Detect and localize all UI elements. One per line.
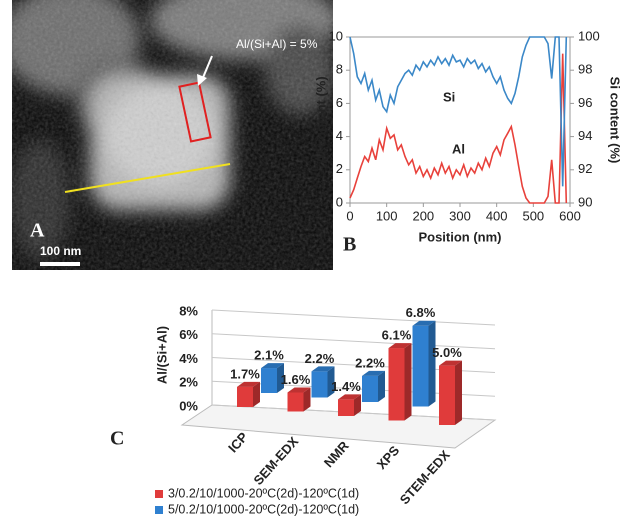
- y-tick-label: 8%: [179, 303, 198, 318]
- bar: [287, 387, 311, 412]
- value-label: 1.6%: [281, 372, 311, 387]
- x-tick-label: 100: [376, 208, 398, 223]
- bar-chart-3d: 0% 2% 4% 6% 8% Al/(Si+Al) 2.1% 2.2% 2.2% 6.8% 1.7%…: [110, 303, 497, 516]
- y-tick-label: 2: [336, 161, 343, 176]
- bar: [261, 363, 284, 393]
- legend-swatch: [155, 490, 163, 498]
- legend-label: 5/0.2/10/1000-20ºC(2d)-120ºC(1d): [168, 502, 359, 516]
- legend-label: 3/0.2/10/1000-20ºC(2d)-120ºC(1d): [168, 486, 359, 500]
- bar-side: [277, 363, 284, 393]
- x-tick-label: 600: [559, 208, 581, 223]
- bar-side: [303, 387, 311, 412]
- y-tick-label: 0%: [179, 398, 198, 413]
- bar-side: [253, 381, 260, 407]
- grid-line: [211, 309, 496, 326]
- bar: [439, 360, 462, 425]
- x-tick-label: SEM-EDX: [251, 434, 302, 488]
- legend-swatch: [155, 506, 163, 514]
- bar-top: [412, 320, 436, 326]
- bar-front: [261, 368, 277, 393]
- value-label: 5.0%: [432, 345, 462, 360]
- y2-tick-label: 94: [578, 128, 592, 143]
- bar-top: [439, 360, 462, 366]
- y-tick-label: 6: [336, 95, 343, 110]
- y2-tick-label: 92: [578, 161, 592, 176]
- panel-label: B: [343, 234, 356, 256]
- x-tick-label: STEM-EDX: [397, 447, 453, 507]
- annotation: Al/(Si+Al) = 5%: [236, 37, 318, 51]
- y-tick-label: 4: [336, 128, 343, 143]
- value-label: 2.1%: [254, 348, 284, 363]
- x-tick-label: ICP: [225, 429, 251, 455]
- y2-tick-label: 100: [578, 28, 600, 43]
- y-tick-label: 0: [336, 194, 343, 209]
- value-label: 1.4%: [331, 379, 361, 394]
- value-label: 6.1%: [382, 328, 412, 343]
- bar-side: [354, 394, 361, 416]
- value-label: 1.7%: [230, 366, 260, 381]
- bar-side: [378, 370, 385, 402]
- micrograph: [12, 0, 333, 270]
- bar: [412, 320, 436, 407]
- value-label: 2.2%: [355, 355, 385, 370]
- scale-bar-label: 100 nm: [40, 244, 81, 258]
- bar-top: [311, 366, 335, 372]
- y2-tick-label: 90: [578, 194, 592, 209]
- bar: [362, 370, 385, 402]
- x-tick-label: NMR: [321, 438, 352, 470]
- y-axis-title: Al/(Si+Al): [154, 326, 169, 384]
- series-label: Al: [452, 141, 465, 156]
- y-tick-label: 4%: [179, 351, 198, 366]
- grid-line: [211, 333, 496, 350]
- y-tick-label: 8: [336, 62, 343, 77]
- panel-label: C: [110, 428, 124, 450]
- bar-front: [362, 375, 378, 402]
- bar: [338, 394, 361, 416]
- bar-front: [388, 348, 405, 421]
- x-tick-label: 0: [346, 208, 353, 223]
- bar-side: [404, 343, 412, 421]
- y2-tick-label: 98: [578, 62, 592, 77]
- x-tick-label: 500: [522, 208, 544, 223]
- x-tick-label: XPS: [374, 443, 403, 473]
- x-tick-label: 400: [486, 208, 508, 223]
- line-series: [349, 53, 568, 204]
- y-tick-label: 10: [329, 28, 343, 43]
- bar-front: [439, 365, 455, 425]
- x-axis-title: Position (nm): [418, 229, 501, 244]
- bar-front: [311, 371, 328, 398]
- bar-side: [455, 360, 462, 425]
- bar-front: [287, 392, 304, 412]
- plot-area: [349, 36, 568, 204]
- x-tick-label: 200: [412, 208, 434, 223]
- bar-side: [327, 366, 335, 398]
- bar: [311, 366, 335, 398]
- bar-top: [338, 394, 361, 400]
- bar-front: [338, 399, 354, 416]
- bar-top: [388, 343, 412, 349]
- bar-side: [428, 320, 436, 407]
- bar-front: [237, 386, 253, 407]
- bar-top: [287, 387, 311, 393]
- bar: [237, 381, 260, 407]
- y2-tick-label: 96: [578, 95, 592, 110]
- plot-frame: [349, 36, 571, 204]
- value-label: 2.2%: [305, 351, 335, 366]
- value-label: 6.8%: [406, 305, 436, 320]
- bar-front: [412, 325, 429, 407]
- series-label: Si: [443, 89, 455, 104]
- bar: [388, 343, 412, 421]
- bar-top: [237, 381, 260, 387]
- bar-top: [261, 363, 284, 369]
- y-axis-title: Al content (%): [313, 76, 328, 163]
- x-tick-label: 300: [449, 208, 471, 223]
- y-tick-label: 6%: [179, 327, 198, 342]
- line-chart: 0 2 4 6 8 10 90 92 94 96 98 100 0 100 200 300 400 500 600 P…: [313, 28, 622, 255]
- y2-axis-title: Si content (%): [608, 77, 623, 164]
- y-tick-label: 2%: [179, 375, 198, 390]
- bar-top: [362, 370, 385, 376]
- panel-label: A: [30, 220, 45, 242]
- line-series: [349, 36, 568, 187]
